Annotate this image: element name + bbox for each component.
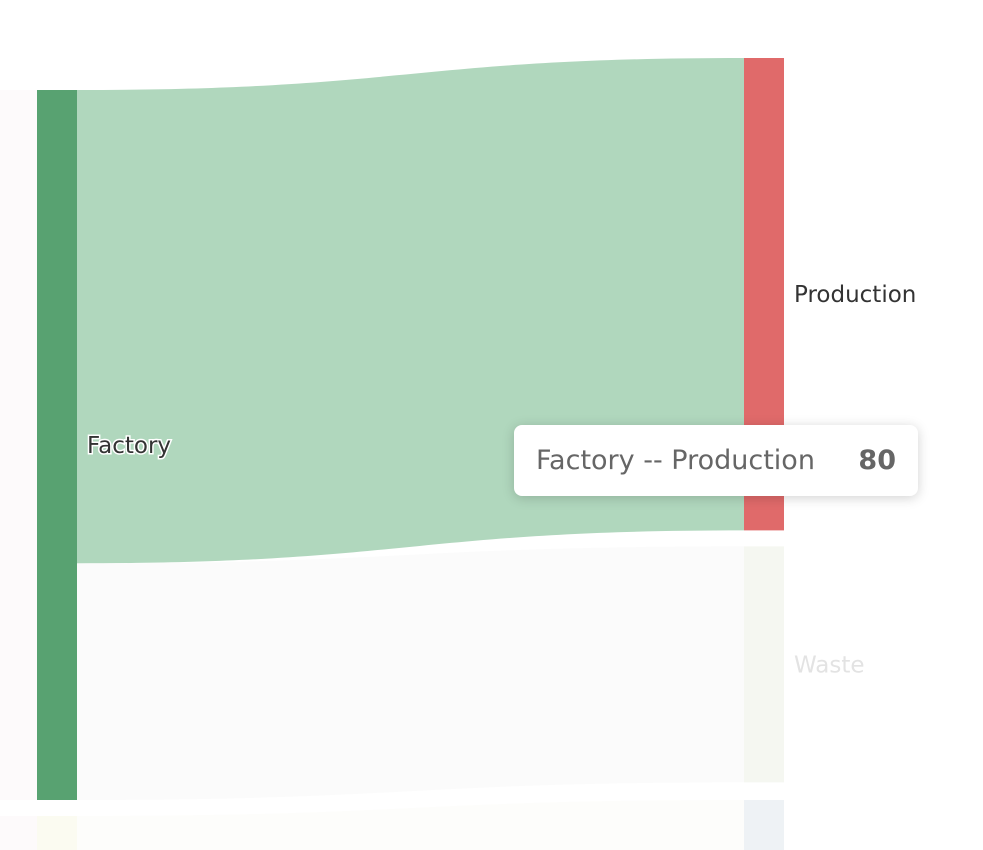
tooltip: Factory -- Production 80	[514, 425, 918, 496]
link-factory-waste[interactable]	[77, 546, 744, 800]
offscreen-link-bottom	[77, 800, 744, 850]
node-label-production: Production	[794, 282, 916, 308]
node-label-waste: Waste	[794, 652, 865, 678]
tooltip-value: 80	[858, 445, 896, 476]
offscreen-node-bottom-left	[0, 816, 37, 850]
offscreen-node-bottom-right	[744, 800, 784, 850]
labels-group: Factory Production Waste	[86, 282, 917, 678]
node-label-factory: Factory	[87, 433, 171, 459]
node-factory[interactable]	[37, 90, 77, 800]
offscreen-node-left	[0, 90, 37, 800]
offscreen-node-bottom-left-2	[37, 816, 77, 850]
node-waste[interactable]	[744, 546, 784, 783]
tooltip-label: Factory -- Production	[536, 445, 815, 476]
